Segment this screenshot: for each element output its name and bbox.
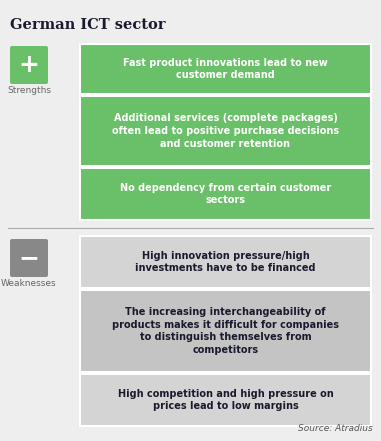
Text: −: − <box>19 246 40 270</box>
FancyBboxPatch shape <box>10 46 48 84</box>
Bar <box>80 96 371 166</box>
Bar <box>80 236 371 288</box>
Text: Source: Atradius: Source: Atradius <box>298 424 373 433</box>
Text: Weaknesses: Weaknesses <box>1 279 57 288</box>
Bar <box>80 290 371 372</box>
Text: +: + <box>19 53 40 77</box>
Bar <box>80 44 371 94</box>
Text: German ICT sector: German ICT sector <box>10 18 165 32</box>
Bar <box>80 374 371 426</box>
Bar <box>80 168 371 220</box>
Text: Strengths: Strengths <box>7 86 51 95</box>
Text: Fast product innovations lead to new
customer demand: Fast product innovations lead to new cus… <box>123 58 328 80</box>
Text: High competition and high pressure on
prices lead to low margins: High competition and high pressure on pr… <box>118 389 333 411</box>
Text: The increasing interchangeability of
products makes it difficult for companies
t: The increasing interchangeability of pro… <box>112 307 339 355</box>
Text: No dependency from certain customer
sectors: No dependency from certain customer sect… <box>120 183 331 206</box>
Text: High innovation pressure/high
investments have to be financed: High innovation pressure/high investment… <box>135 250 316 273</box>
FancyBboxPatch shape <box>10 239 48 277</box>
Text: Additional services (complete packages)
often lead to positive purchase decision: Additional services (complete packages) … <box>112 113 339 149</box>
